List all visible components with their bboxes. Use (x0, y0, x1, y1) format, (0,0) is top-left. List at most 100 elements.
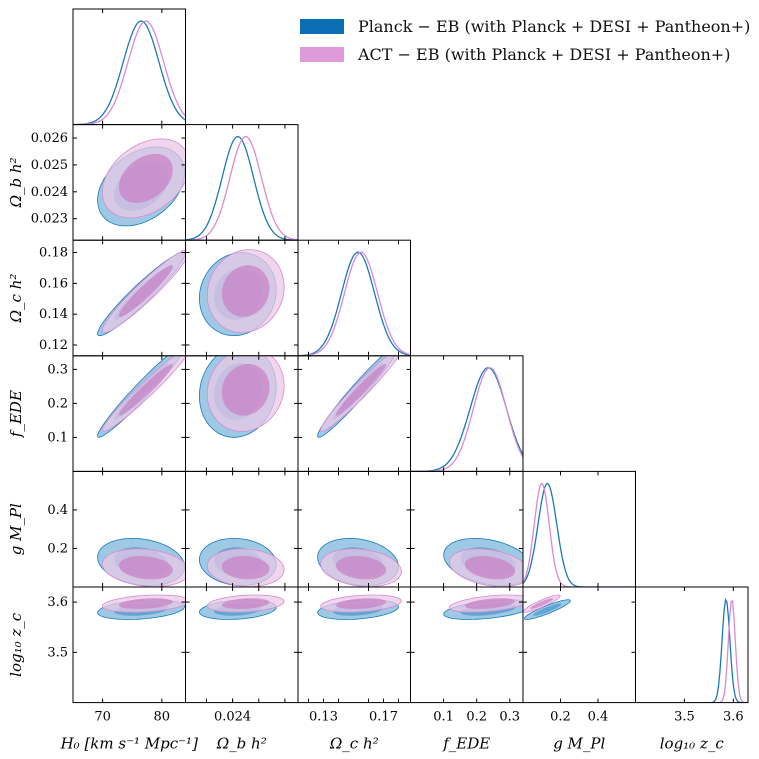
legend-label-planck: Planck − EB (with Planck + DESI + Panthe… (358, 16, 751, 36)
contour-68-H0-omega_c-1 (118, 265, 173, 317)
panel-omega_c-omega_c (297, 239, 411, 357)
panel-H0-gM_Pl: 0.2 0.4 g M_Pl (7, 470, 186, 588)
panel-gM_Pl-gM_Pl (522, 470, 636, 588)
y-tick-label: 0.2 (47, 541, 68, 556)
marginal-curve-gM_Pl-1 (523, 482, 636, 587)
marginal-curve-f_EDE-0 (410, 367, 523, 472)
y-axis-label: f_EDE (7, 390, 25, 438)
y-tick-label: 3.6 (47, 595, 68, 610)
legend: Planck − EB (with Planck + DESI + Panthe… (300, 12, 750, 68)
x-axis-label: g M_Pl (553, 735, 605, 753)
y-axis-label: log₁₀ z_c (7, 612, 25, 677)
y-tick-label: 0.023 (31, 212, 68, 227)
x-tick-label: 3.5 (674, 710, 695, 725)
x-axis-label: log₁₀ z_c (660, 735, 725, 753)
contour-68-omega_b-log10_zc-1 (221, 598, 270, 609)
legend-swatch-act (300, 46, 344, 62)
panel-omega_c-gM_Pl (297, 470, 411, 588)
contour-68-H0-f_EDE-1 (118, 364, 173, 416)
panel-frame (297, 355, 411, 472)
contour-68-omega_c-log10_zc-1 (335, 598, 387, 609)
contour-68-H0-gM_Pl-1 (118, 556, 173, 580)
x-axis-label: H₀ [km s⁻¹ Mpc⁻¹] (60, 735, 198, 753)
x-tick-label: 0.17 (369, 710, 398, 725)
y-tick-label: 0.024 (31, 185, 68, 200)
y-axis-label: g M_Pl (7, 503, 25, 555)
y-tick-label: 0.16 (39, 276, 68, 291)
x-tick-label: 80 (154, 710, 171, 725)
y-tick-label: 0.14 (39, 307, 68, 322)
x-tick-label: 0.3 (499, 710, 520, 725)
y-axis-label: Ω_b h² (7, 157, 25, 208)
x-tick-label: 0.1 (433, 710, 454, 725)
marginal-curve-omega_c-1 (298, 251, 411, 356)
panel-H0-omega_c: 0.12 0.14 0.16 0.18 Ω_c h² (7, 239, 186, 357)
panel-f_EDE-f_EDE (410, 355, 524, 472)
panel-omega_b-log10_zc: 0.024 Ω_b h² (185, 586, 299, 753)
contour-68-f_EDE-gM_Pl-1 (464, 556, 515, 580)
panel-H0-H0 (72, 8, 186, 126)
panel-frame (185, 124, 299, 241)
y-tick-label: 0.026 (31, 131, 68, 146)
legend-label-act: ACT − EB (with Planck + DESI + Pantheon+… (358, 44, 731, 64)
marginal-curve-H0-0 (73, 20, 186, 125)
marginal-curve-log10_zc-0 (635, 598, 748, 703)
y-tick-label: 3.5 (47, 645, 68, 660)
panel-H0-f_EDE: 0.1 0.2 0.3 f_EDE (7, 355, 186, 472)
panel-gM_Pl-log10_zc: 0.2 0.4 g M_Pl (522, 586, 636, 753)
y-tick-label: 0.025 (31, 158, 68, 173)
x-tick-label: 3.6 (723, 710, 744, 725)
x-tick-label: 70 (94, 710, 111, 725)
marginal-curve-omega_b-1 (185, 135, 298, 241)
contour-68-H0-log10_zc-1 (118, 598, 173, 609)
marginal-curve-H0-1 (73, 20, 186, 125)
marginal-curve-log10_zc-1 (635, 600, 748, 703)
x-tick-label: 0.2 (466, 710, 487, 725)
panel-f_EDE-gM_Pl (410, 470, 524, 588)
contour-68-omega_b-f_EDE-1 (221, 364, 270, 416)
panel-frame (635, 586, 749, 704)
x-tick-label: 0.13 (309, 710, 338, 725)
y-tick-label: 0.1 (47, 430, 68, 445)
panel-omega_b-gM_Pl (185, 470, 299, 588)
contour-68-omega_b-gM_Pl-1 (221, 556, 270, 580)
y-tick-label: 0.12 (39, 338, 68, 353)
contour-68-omega_c-f_EDE-1 (335, 364, 387, 416)
panel-H0-omega_b: 0.023 0.024 0.025 0.026 Ω_b h² (7, 124, 186, 241)
contour-68-gM_Pl-log10_zc-1 (530, 598, 554, 609)
y-tick-label: 0.2 (47, 396, 68, 411)
legend-item-act: ACT − EB (with Planck + DESI + Pantheon+… (300, 40, 750, 68)
contour-68-H0-omega_b-1 (118, 153, 173, 203)
panel-omega_c-f_EDE (297, 355, 411, 472)
y-tick-label: 0.18 (39, 246, 68, 261)
legend-swatch-planck (300, 18, 344, 34)
panel-log10_zc-log10_zc: 3.5 3.6 log₁₀ z_c (635, 586, 749, 753)
contour-68-omega_b-omega_c-1 (221, 265, 270, 317)
y-tick-label: 0.4 (47, 503, 68, 518)
panel-omega_b-omega_b (185, 124, 299, 241)
x-tick-label: 0.2 (550, 710, 571, 725)
contour-68-gM_Pl-log10_zc-0 (533, 603, 562, 616)
panel-omega_b-omega_c (185, 239, 299, 357)
legend-item-planck: Planck − EB (with Planck + DESI + Panthe… (300, 12, 750, 40)
panel-frame (410, 355, 524, 472)
x-axis-label: Ω_c h² (329, 735, 379, 753)
panel-omega_b-f_EDE (185, 355, 299, 472)
panel-H0-log10_zc: 70 80 H₀ [km s⁻¹ Mpc⁻¹] 3.5 3.6 log₁₀ z_c (7, 586, 198, 753)
x-tick-label: 0.024 (214, 710, 251, 725)
x-axis-label: Ω_b h² (216, 735, 267, 753)
panel-frame (72, 8, 186, 126)
y-axis-label: Ω_c h² (7, 274, 25, 324)
panel-frame (297, 239, 411, 357)
marginal-curve-gM_Pl-0 (523, 482, 636, 587)
x-tick-label: 0.4 (588, 710, 609, 725)
contour-68-omega_c-gM_Pl-1 (335, 556, 387, 580)
y-tick-label: 0.3 (47, 362, 68, 377)
marginal-curve-omega_c-0 (298, 251, 411, 356)
panel-omega_c-log10_zc: 0.13 0.17 Ω_c h² (297, 586, 411, 753)
contour-68-f_EDE-log10_zc-1 (464, 598, 515, 609)
x-axis-label: f_EDE (442, 735, 490, 753)
panel-f_EDE-log10_zc: 0.1 0.2 0.3 f_EDE (410, 586, 524, 753)
marginal-curve-omega_b-0 (185, 135, 298, 241)
